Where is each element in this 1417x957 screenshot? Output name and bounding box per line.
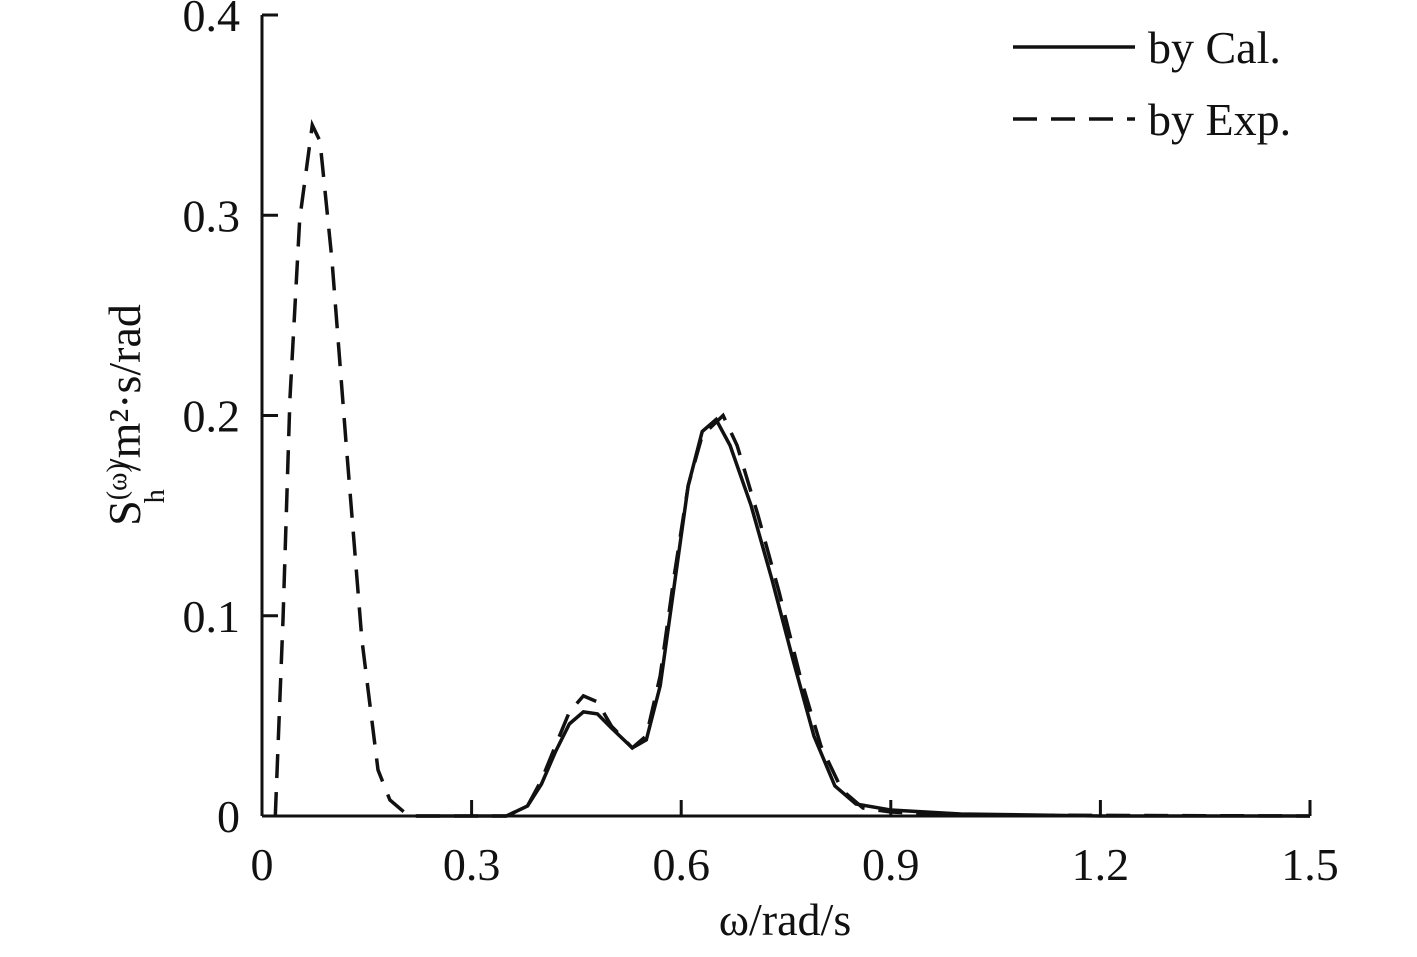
x-tick-label: 0.6 <box>652 839 710 890</box>
series-line <box>273 119 1311 818</box>
legend-label: by Exp. <box>1148 94 1291 145</box>
y-label-sup: (ω) <box>102 463 133 500</box>
x-tick-label: 1.2 <box>1072 839 1130 890</box>
y-tick-label: 0.1 <box>183 591 241 642</box>
x-tick-label: 0.3 <box>443 839 501 890</box>
y-label-sub: h <box>140 489 171 503</box>
y-label-unit: /m²·s/rad <box>99 304 150 471</box>
x-tick-label: 0.9 <box>862 839 920 890</box>
y-tick-label: 0 <box>217 791 240 842</box>
y-label-base: S <box>99 500 150 526</box>
y-axis-label: S(ω) h/m²·s/rad <box>99 304 171 526</box>
x-tick-label: 1.5 <box>1281 839 1339 890</box>
y-tick-label: 0.2 <box>183 391 241 442</box>
x-tick-label: 0 <box>251 839 274 890</box>
legend-label: by Cal. <box>1148 22 1281 73</box>
y-tick-label: 0.4 <box>183 0 241 41</box>
x-axis-label: ω/rad/s <box>719 894 851 945</box>
y-tick-label: 0.3 <box>183 190 241 241</box>
